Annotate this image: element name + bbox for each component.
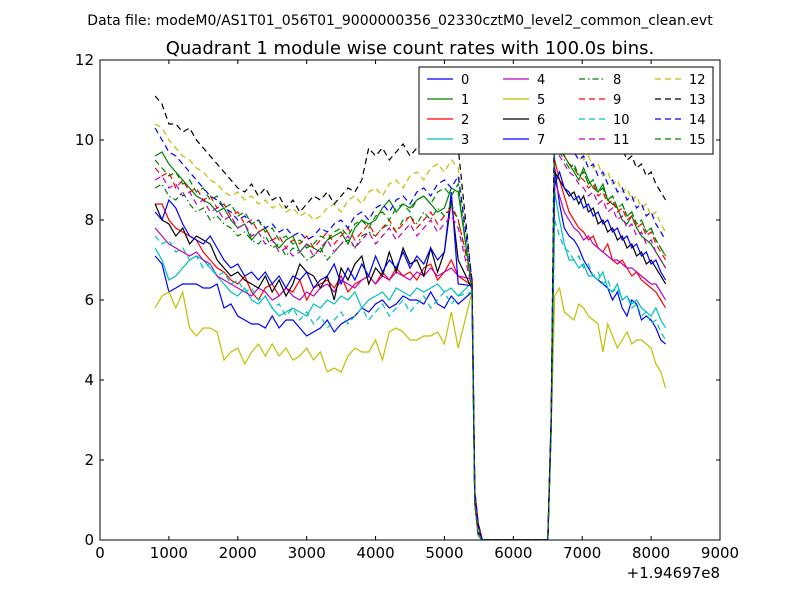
x-tick-label: 9000 bbox=[701, 544, 739, 562]
legend-label-10: 10 bbox=[613, 113, 630, 128]
x-tick-label: 5000 bbox=[425, 544, 463, 562]
series-line-14 bbox=[154, 119, 667, 540]
legend-label-0: 0 bbox=[461, 73, 469, 88]
x-tick-label: 3000 bbox=[288, 544, 326, 562]
series-line-4 bbox=[154, 179, 667, 540]
series-line-0 bbox=[154, 167, 666, 540]
y-tick-label: 10 bbox=[75, 131, 94, 149]
legend-label-8: 8 bbox=[613, 73, 621, 88]
x-tick-label: 7000 bbox=[563, 544, 601, 562]
x-tick-label: 2000 bbox=[219, 544, 257, 562]
legend-label-3: 3 bbox=[461, 133, 469, 148]
axes-frame bbox=[99, 59, 721, 541]
y-tick-label: 8 bbox=[84, 211, 94, 229]
series-line-7 bbox=[154, 170, 667, 540]
x-tick-label: 6000 bbox=[494, 544, 532, 562]
series-line-15 bbox=[154, 135, 667, 540]
y-tick-label: 6 bbox=[84, 291, 94, 309]
x-offset-label: +1.94697e8 bbox=[627, 564, 720, 582]
legend-label-7: 7 bbox=[537, 133, 545, 148]
legend-label-11: 11 bbox=[613, 133, 630, 148]
suptitle: Data file: modeM0/AS1T01_056T01_90000003… bbox=[87, 13, 713, 29]
series-line-3 bbox=[154, 191, 667, 540]
x-tick-label: 0 bbox=[95, 544, 105, 562]
legend-label-2: 2 bbox=[461, 113, 469, 128]
legend-label-6: 6 bbox=[537, 113, 545, 128]
y-tick-label: 4 bbox=[84, 371, 94, 389]
legend-label-14: 14 bbox=[689, 113, 706, 128]
y-tick-label: 12 bbox=[75, 51, 94, 69]
series-line-6 bbox=[154, 169, 667, 540]
legend-label-1: 1 bbox=[461, 93, 469, 108]
series-layer bbox=[154, 82, 667, 540]
legend-label-9: 9 bbox=[613, 93, 621, 108]
x-tick-label: 1000 bbox=[150, 544, 188, 562]
axis-ticks: 0 1000 2000 3000 4000 5000 6000 7000 8000 9000 0 2 4… bbox=[75, 51, 739, 562]
y-tick-label: 0 bbox=[84, 531, 94, 549]
series-line-12 bbox=[154, 115, 667, 540]
x-tick-label: 4000 bbox=[356, 544, 394, 562]
legend-label-5: 5 bbox=[537, 93, 545, 108]
series-line-5 bbox=[154, 286, 667, 540]
series-line-8 bbox=[154, 139, 667, 540]
chart-title: Quadrant 1 module wise count rates with … bbox=[166, 38, 655, 59]
legend-box bbox=[418, 66, 714, 155]
legend-label-4: 4 bbox=[537, 73, 545, 88]
legend-label-12: 12 bbox=[689, 73, 706, 88]
y-tick-label: 2 bbox=[84, 451, 94, 469]
series-line-10 bbox=[154, 219, 667, 540]
legend-label-15: 15 bbox=[689, 133, 706, 148]
legend-label-13: 13 bbox=[689, 93, 706, 108]
x-tick-label: 8000 bbox=[632, 544, 670, 562]
series-line-2 bbox=[155, 159, 667, 540]
series-line-11 bbox=[154, 143, 667, 540]
